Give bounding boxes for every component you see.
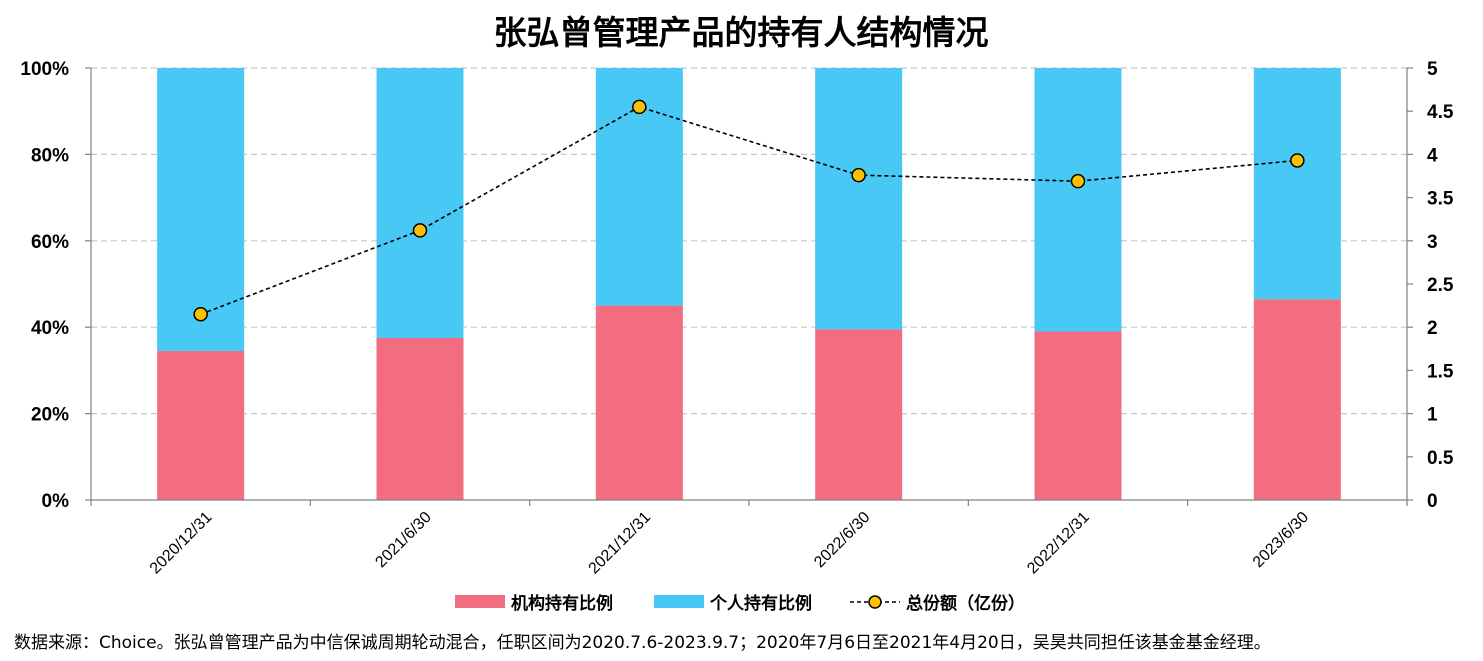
y-right-tick-label: 0: [1427, 491, 1438, 512]
legend: 机构持有比例 个人持有比例 总份额（亿份）: [455, 593, 1025, 614]
data-point: [1290, 153, 1305, 168]
legend-swatch: [455, 595, 505, 608]
data-point: [193, 306, 208, 322]
bar-institutional: [1034, 331, 1122, 500]
y-right-tick-label: 4: [1427, 145, 1438, 166]
data-point: [412, 223, 428, 238]
gridlines: [91, 67, 1407, 415]
chart-title: 张弘曾管理产品的持有人结构情况: [494, 13, 989, 52]
y-left-tick-label: 80%: [31, 145, 69, 166]
data-point: [851, 167, 866, 183]
x-tick-label: 2023/6/30: [1250, 509, 1312, 571]
x-tick-label: 2022/6/30: [811, 509, 873, 571]
legend-marker: [868, 595, 882, 609]
bar-institutional: [1253, 299, 1341, 500]
y-left-tick-label: 100%: [20, 59, 69, 80]
legend-label: 总份额（亿份）: [906, 593, 1025, 614]
bar-individual: [376, 68, 464, 338]
data-point: [632, 99, 647, 115]
bar-individual: [1253, 68, 1341, 300]
y-right-tick-label: 1.5: [1427, 361, 1454, 382]
y-right-tick-label: 5: [1427, 59, 1438, 80]
y-right-tick-label: 3: [1427, 232, 1438, 253]
y-right-tick-label: 1: [1427, 405, 1438, 426]
y-left-tick-label: 0%: [42, 491, 70, 512]
y-right-tick-label: 0.5: [1427, 448, 1454, 469]
bar-institutional: [595, 305, 683, 500]
y-right-tick-label: 3.5: [1427, 189, 1454, 210]
x-tick-label: 2022/12/31: [1024, 509, 1093, 578]
data-point: [1070, 173, 1086, 189]
x-tick-label: 2021/12/31: [586, 509, 655, 578]
legend-item: 总份额（亿份）: [850, 593, 1025, 614]
y-right-tick-label: 4.5: [1427, 102, 1454, 123]
legend-swatch: [654, 595, 704, 608]
bar-institutional: [157, 350, 245, 500]
x-tick-label: 2020/12/31: [147, 509, 216, 578]
bar-institutional: [815, 329, 903, 500]
x-tick-label: 2021/6/30: [372, 509, 434, 571]
y-left-tick-label: 40%: [31, 318, 69, 339]
legend-label: 机构持有比例: [511, 593, 613, 614]
series-line: [200, 106, 1298, 315]
y-left-tick-label: 60%: [31, 232, 69, 253]
bars: [157, 68, 1341, 500]
legend-item: 机构持有比例: [455, 593, 613, 614]
y-left-tick-label: 20%: [31, 405, 69, 426]
bar-individual: [1034, 68, 1122, 332]
bar-institutional: [376, 338, 464, 500]
legend-item: 个人持有比例: [654, 593, 812, 614]
legend-label: 个人持有比例: [709, 593, 812, 614]
bar-individual: [815, 68, 903, 330]
y-right-tick-label: 2: [1427, 318, 1438, 339]
footnote: 数据来源：Choice。张弘曾管理产品为中信保诚周期轮动混合，任职区间为2020…: [14, 633, 1271, 653]
y-right-tick-label: 2.5: [1427, 275, 1454, 296]
total-share-line: [193, 99, 1305, 322]
